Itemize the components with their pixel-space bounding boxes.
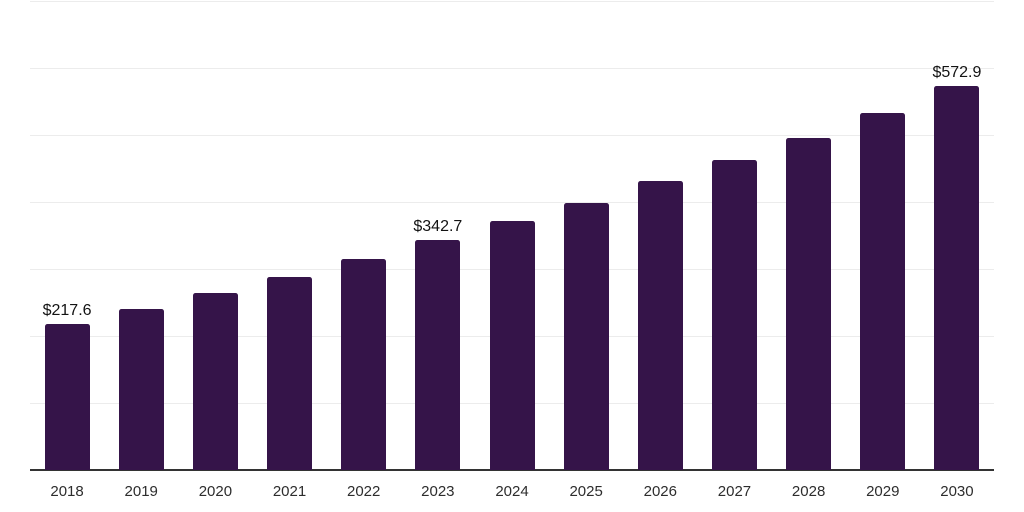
bar-2019: [118, 308, 164, 470]
bar-2022: [341, 259, 387, 470]
bar-2023: [415, 240, 461, 470]
x-axis-label-2024: 2024: [495, 483, 529, 500]
x-axis-label-2019: 2019: [124, 483, 158, 500]
bar-2024: [489, 221, 535, 470]
bar-2025: [563, 202, 609, 470]
bar-2028: [786, 137, 832, 470]
x-axis-label-2025: 2025: [569, 483, 603, 500]
x-axis-label-2021: 2021: [272, 483, 307, 500]
bar-2026: [637, 181, 683, 470]
x-axis-label-2028: 2028: [791, 483, 826, 500]
x-axis-label-2020: 2020: [198, 483, 233, 500]
gridline: [30, 135, 994, 136]
x-axis-label-2026: 2026: [643, 483, 677, 500]
bar-value-label: $217.6: [42, 302, 92, 320]
bar-2018: [44, 324, 90, 470]
bar-2020: [192, 293, 238, 470]
gridline: [30, 68, 994, 69]
x-axis-line: [30, 469, 994, 471]
x-axis-label-2029: 2029: [866, 483, 900, 500]
x-axis-label-2022: 2022: [347, 483, 381, 500]
plot-area: $217.6 2018 2019 2020 2021 2022 $342.7 2023 2024…: [30, 1, 994, 500]
bar-2021: [267, 276, 313, 470]
gridline: [30, 202, 994, 203]
bar-2029: [860, 112, 906, 470]
x-axis-label-2018: 2018: [50, 483, 84, 500]
x-axis-label-2030: 2030: [940, 483, 974, 500]
bar-value-label: $342.7: [413, 218, 463, 236]
gridline: [30, 1, 994, 2]
bar-value-label: $572.9: [932, 64, 982, 82]
x-axis-label-2027: 2027: [717, 483, 752, 500]
bar-2027: [711, 160, 757, 470]
bar-2030: [934, 86, 980, 470]
x-axis-label-2023: 2023: [421, 483, 455, 500]
